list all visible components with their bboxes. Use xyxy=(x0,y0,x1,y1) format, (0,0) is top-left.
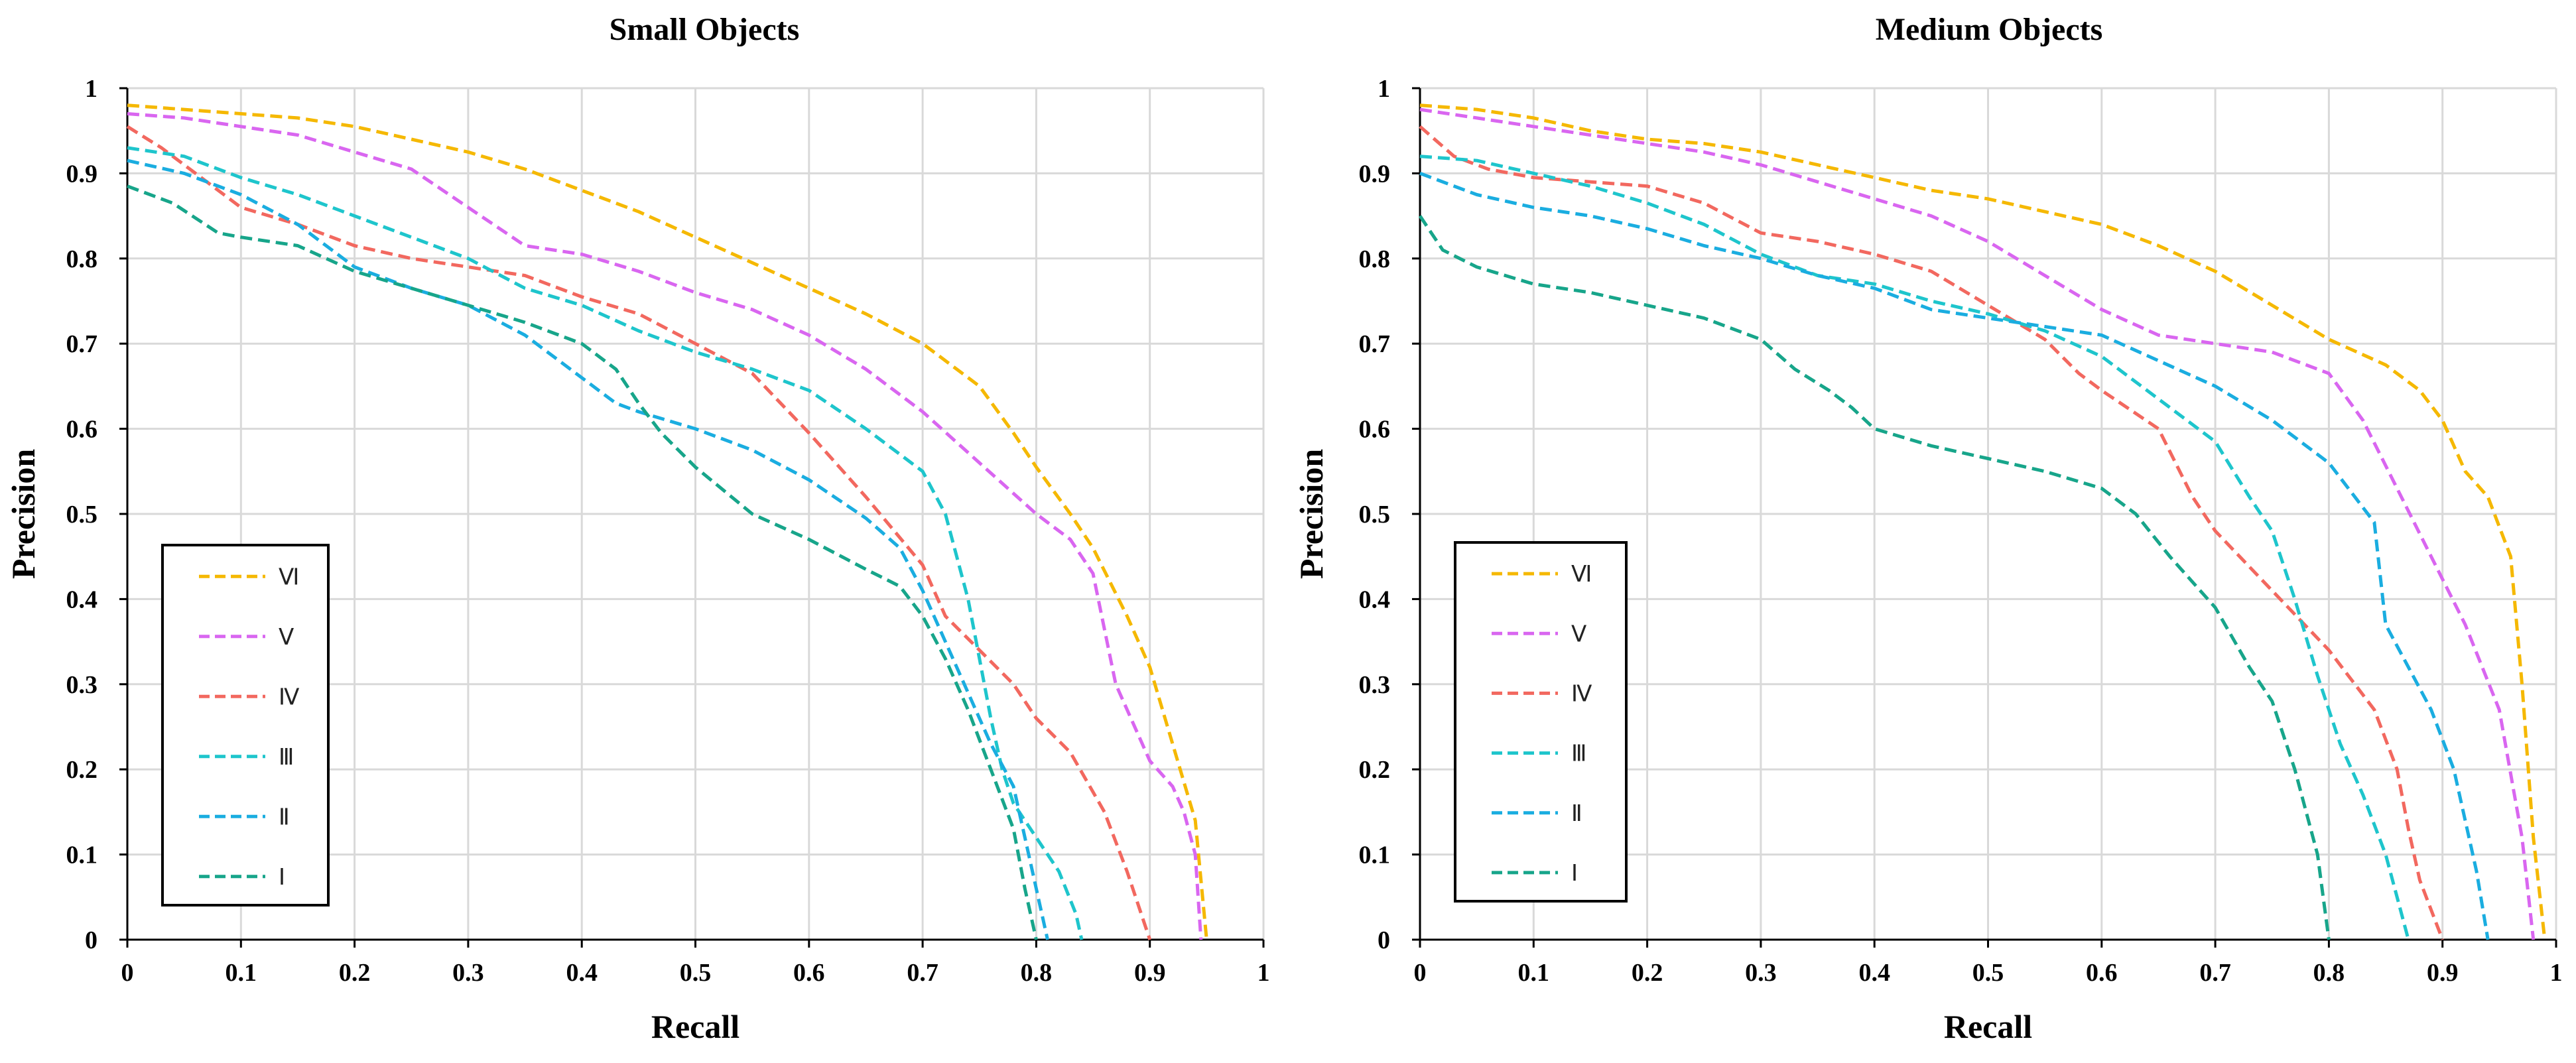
chart-small-objects: 0 0.1 0.2 0.3 0.4 0.5 0.6 0.7 0.8 0.9 1 0 0.1 0.2 0.3 0… xyxy=(5,12,1270,1045)
medium-objects-series-line-3 xyxy=(1419,125,2445,940)
medium-objects-legend-label-5: Ⅱ xyxy=(1571,802,1582,826)
small-objects-y-tick-label-0: 0 xyxy=(85,926,97,954)
small-objects-x-tick-label-4: 0.4 xyxy=(566,959,598,987)
small-objects-x-tick-label-8: 0.8 xyxy=(1021,959,1053,987)
small-objects-x-tick-label-10: 1 xyxy=(1257,959,1270,987)
small-objects-y-tick-label-4: 0.4 xyxy=(66,586,98,613)
medium-objects-y-tick-label-5: 0.5 xyxy=(1359,501,1391,529)
small-objects-y-tick-label-9: 0.9 xyxy=(66,160,98,188)
medium-objects-x-tick-label-10: 1 xyxy=(2550,959,2563,987)
medium-objects-legend-label-6: Ⅰ xyxy=(1571,861,1578,886)
medium-objects-legend-label-1: Ⅵ xyxy=(1571,562,1592,587)
medium-objects-y-tick-label-4: 0.4 xyxy=(1359,586,1391,613)
medium-objects-legend-label-3: Ⅳ xyxy=(1571,682,1592,706)
medium-objects-x-tick-label-5: 0.5 xyxy=(1972,959,2004,987)
medium-objects-y-tick-label-6: 0.6 xyxy=(1359,416,1391,444)
small-objects-legend-label-4: Ⅲ xyxy=(279,745,294,770)
small-objects-x-tick-label-1: 0.1 xyxy=(225,959,257,987)
medium-objects-y-axis-label: Precision xyxy=(1293,449,1330,579)
medium-objects-x-tick-label-9: 0.9 xyxy=(2427,959,2459,987)
medium-objects-legend-label-2: Ⅴ xyxy=(1571,622,1586,647)
medium-objects-series-line-5 xyxy=(1419,172,2490,940)
medium-objects-x-tick-label-1: 0.1 xyxy=(1518,959,1550,987)
medium-objects-x-tick-label-4: 0.4 xyxy=(1858,959,1890,987)
medium-objects-chart-title: Medium Objects xyxy=(1876,12,2103,47)
small-objects-chart-title: Small Objects xyxy=(610,12,800,47)
medium-objects-x-tick-label-7: 0.7 xyxy=(2199,959,2231,987)
small-objects-legend-box xyxy=(161,544,330,907)
small-objects-y-tick-label-3: 0.3 xyxy=(66,671,98,699)
small-objects-y-tick-label-2: 0.2 xyxy=(66,756,98,784)
chart-panel-small-objects: 0 0.1 0.2 0.3 0.4 0.5 0.6 0.7 0.8 0.9 1 0 0.1 0.2 0.3 0… xyxy=(5,12,1270,1045)
medium-objects-series-line-2 xyxy=(1419,107,2536,940)
small-objects-y-tick-label-10: 1 xyxy=(85,75,97,103)
small-objects-y-tick-label-5: 0.5 xyxy=(66,501,98,529)
medium-objects-x-tick-label-8: 0.8 xyxy=(2313,959,2345,987)
medium-objects-y-tick-label-1: 0.1 xyxy=(1359,842,1391,869)
small-objects-x-tick-label-2: 0.2 xyxy=(339,959,371,987)
small-objects-series-line-4 xyxy=(127,146,1084,940)
small-objects-series-line-6 xyxy=(127,184,1038,940)
small-objects-legend-label-3: Ⅳ xyxy=(279,685,300,710)
small-objects-y-tick-label-6: 0.6 xyxy=(66,416,98,444)
small-objects-y-tick-label-8: 0.8 xyxy=(66,245,98,273)
medium-objects-y-tick-label-0: 0 xyxy=(1378,926,1390,954)
medium-objects-x-axis-label: Recall xyxy=(1944,1008,2032,1045)
medium-objects-y-tick-label-9: 0.9 xyxy=(1359,160,1391,188)
medium-objects-x-tick-label-0: 0 xyxy=(1414,959,1427,987)
medium-objects-series-line-4 xyxy=(1419,155,2410,940)
small-objects-legend-label-2: Ⅴ xyxy=(279,625,294,650)
medium-objects-legend-box xyxy=(1454,541,1628,903)
small-objects-x-tick-label-5: 0.5 xyxy=(680,959,712,987)
medium-objects-x-tick-label-6: 0.6 xyxy=(2086,959,2118,987)
medium-objects-legend-label-4: Ⅲ xyxy=(1571,742,1586,767)
small-objects-x-tick-label-3: 0.3 xyxy=(452,959,484,987)
small-objects-x-axis-label: Recall xyxy=(651,1008,740,1045)
small-objects-gridlines xyxy=(126,87,1265,941)
medium-objects-legend: Ⅵ Ⅴ Ⅳ Ⅲ Ⅱ Ⅰ xyxy=(1454,541,1628,903)
chart-panel-medium-objects: 0 0.1 0.2 0.3 0.4 0.5 0.6 0.7 0.8 0.9 1 0 0.1 0.2 0.3 0… xyxy=(1288,0,2576,1063)
medium-objects-y-tick-label-3: 0.3 xyxy=(1359,671,1391,699)
small-objects-legend: Ⅵ Ⅴ Ⅳ Ⅲ Ⅱ Ⅰ xyxy=(161,544,330,907)
small-objects-x-tick-label-7: 0.7 xyxy=(907,959,938,987)
medium-objects-y-tick-label-10: 1 xyxy=(1378,75,1390,103)
medium-objects-series-line-1 xyxy=(1419,103,2547,940)
medium-objects-y-tick-label-8: 0.8 xyxy=(1359,245,1391,273)
small-objects-x-tick-label-9: 0.9 xyxy=(1134,959,1166,987)
small-objects-y-axis-label: Precision xyxy=(5,449,42,579)
medium-objects-y-tick-label-7: 0.7 xyxy=(1359,330,1391,358)
small-objects-legend-label-6: Ⅰ xyxy=(279,865,285,890)
medium-objects-y-tick-label-2: 0.2 xyxy=(1359,756,1391,784)
small-objects-x-tick-label-0: 0 xyxy=(121,959,134,987)
small-objects-series-line-2 xyxy=(127,112,1203,940)
small-objects-series-line-1 xyxy=(127,103,1208,940)
small-objects-y-tick-label-1: 0.1 xyxy=(66,842,98,869)
small-objects-legend-label-1: Ⅵ xyxy=(279,565,299,590)
small-objects-x-tick-label-6: 0.6 xyxy=(793,959,825,987)
small-objects-y-tick-label-7: 0.7 xyxy=(66,330,98,358)
medium-objects-series-line-6 xyxy=(1418,215,2331,940)
medium-objects-x-tick-label-3: 0.3 xyxy=(1745,959,1777,987)
small-objects-series-line-5 xyxy=(127,158,1049,940)
medium-objects-x-tick-label-2: 0.2 xyxy=(1632,959,1663,987)
chart-medium-objects: 0 0.1 0.2 0.3 0.4 0.5 0.6 0.7 0.8 0.9 1 0 0.1 0.2 0.3 0… xyxy=(1293,12,2563,1045)
small-objects-legend-label-5: Ⅱ xyxy=(279,805,290,830)
